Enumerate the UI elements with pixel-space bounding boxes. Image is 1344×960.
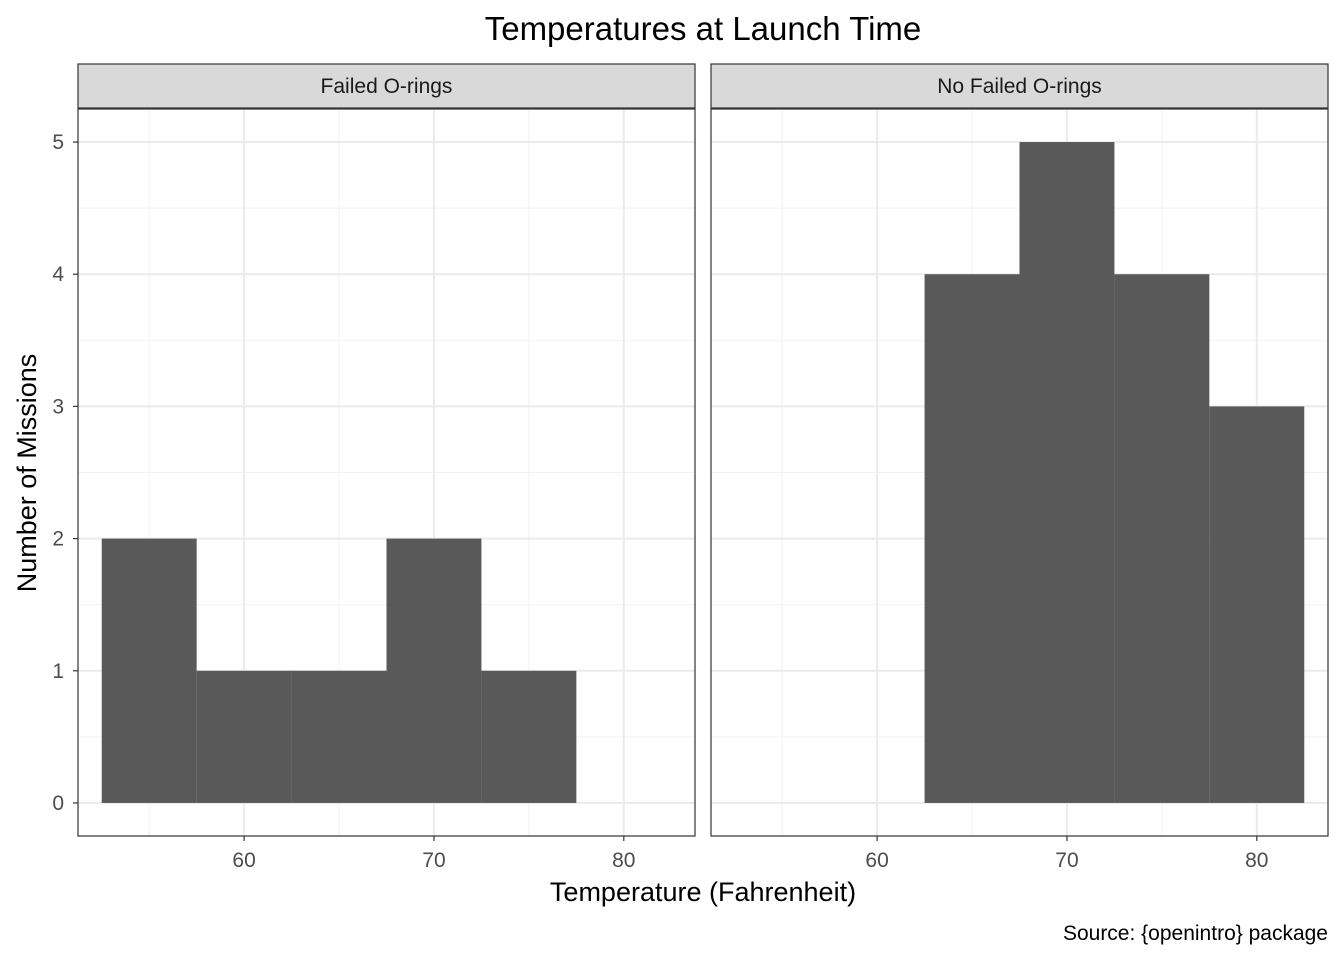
histogram-bar-55 xyxy=(101,538,197,803)
chart-title: Temperatures at Launch Time xyxy=(485,10,922,47)
histogram-bar-75 xyxy=(1114,274,1210,803)
x-tick-label-80: 80 xyxy=(1245,849,1268,872)
facet-strip-label: No Failed O-rings xyxy=(937,75,1102,98)
x-axis-title: Temperature (Fahrenheit) xyxy=(550,877,856,907)
x-tick-label-80: 80 xyxy=(612,849,635,872)
histogram-bar-70 xyxy=(386,538,482,803)
y-axis-title: Number of Missions xyxy=(12,354,42,593)
facet-strip-label: Failed O-rings xyxy=(321,75,453,98)
facet-strip xyxy=(710,63,1329,109)
y-tick-label-4: 4 xyxy=(52,263,64,286)
panel-border xyxy=(710,108,1329,837)
histogram-bar-75 xyxy=(481,670,577,803)
y-tick-label-1: 1 xyxy=(52,660,64,683)
facet-panel-2: No Failed O-rings 60 70 80 xyxy=(710,63,1329,872)
x-tick-label-70: 70 xyxy=(422,849,445,872)
panel-border xyxy=(77,108,696,837)
y-tick-label-2: 2 xyxy=(52,528,64,551)
histogram-bar-65 xyxy=(924,274,1020,803)
x-tick-label-60: 60 xyxy=(865,849,888,872)
facet-panel-1: Failed O-rings 60 70 80 xyxy=(77,63,696,872)
histogram-bar-65 xyxy=(291,670,387,803)
histogram-bar-70 xyxy=(1019,142,1115,803)
y-tick-label-0: 0 xyxy=(52,792,64,815)
caption: Source: {openintro} package xyxy=(1063,922,1328,945)
y-tick-label-5: 5 xyxy=(52,131,64,154)
y-tick-label-3: 3 xyxy=(52,395,64,418)
facet-strip xyxy=(77,63,696,109)
histogram-bar-60 xyxy=(196,670,292,803)
x-tick-label-60: 60 xyxy=(232,849,255,872)
histogram-bar-80 xyxy=(1209,406,1305,803)
x-tick-label-70: 70 xyxy=(1055,849,1078,872)
